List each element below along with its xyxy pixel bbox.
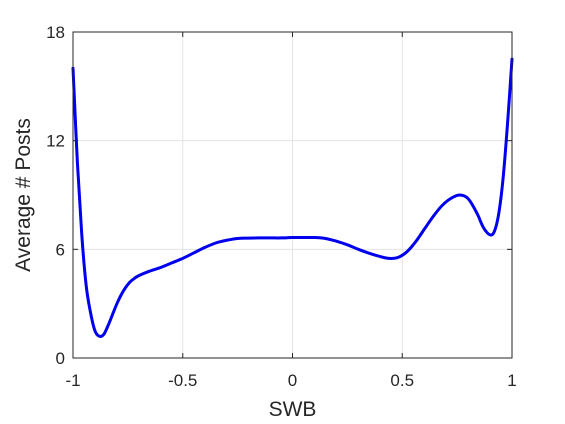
grid-lines: [72, 31, 513, 359]
x-axis-label: SWB: [269, 398, 317, 421]
x-tick-label: 0.5: [390, 371, 414, 390]
x-tick-label: -1: [65, 371, 80, 390]
y-tick-label: 18: [46, 23, 65, 42]
x-tick-label: 0: [288, 371, 297, 390]
plot-frame: [72, 31, 513, 359]
series-line: [71, 57, 514, 338]
y-tick-labels: 0 6 12 18: [46, 23, 65, 368]
y-tick-label: 6: [56, 240, 65, 259]
y-tick-label: 12: [46, 132, 65, 151]
y-axis-label: Average # Posts: [12, 118, 35, 272]
x-tick-label: -0.5: [168, 371, 197, 390]
x-tick-labels: -1 -0.5 0 0.5 1: [65, 371, 516, 390]
x-tick-label: 1: [507, 371, 516, 390]
y-tick-label: 0: [56, 349, 65, 368]
